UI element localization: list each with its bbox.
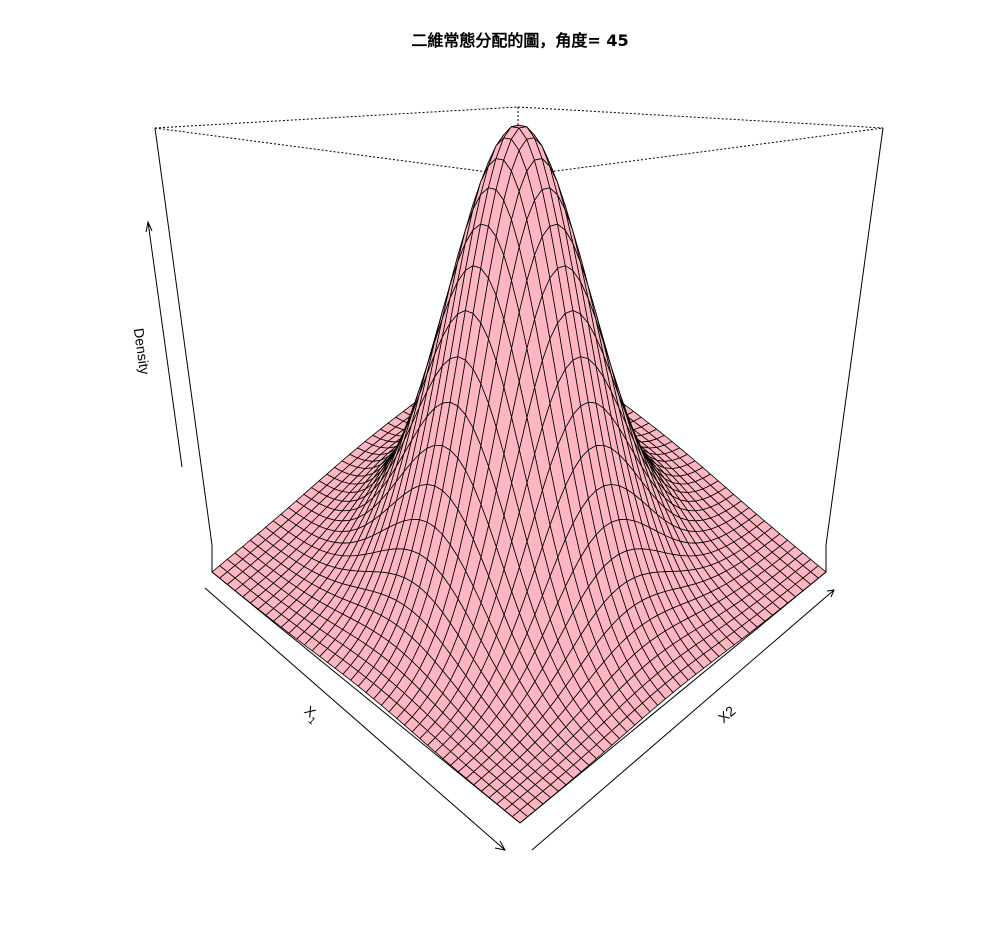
z-axis-arrow <box>147 221 183 468</box>
density-surface <box>211 124 827 824</box>
x2-axis-label: X2 <box>715 702 739 725</box>
x2-axis-arrow <box>531 589 835 851</box>
z-axis-label: Density <box>131 327 153 375</box>
axis-arrows <box>145 220 835 851</box>
front-box <box>154 127 884 824</box>
x1-axis-label: X1 <box>299 702 324 727</box>
x1-label-subscript: 1 <box>306 715 318 727</box>
x1-axis-arrow <box>204 587 506 851</box>
chart-title: 二維常態分配的圖，角度= 45 <box>411 31 628 50</box>
